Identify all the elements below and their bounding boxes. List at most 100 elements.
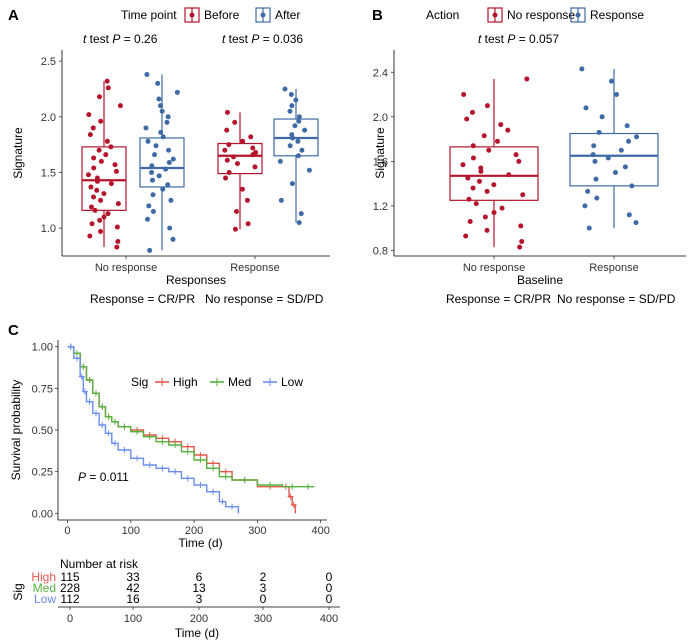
risk-row-label: Low: [34, 592, 56, 606]
data-point: [516, 158, 522, 164]
data-point: [108, 181, 114, 187]
censor-mark: [86, 398, 93, 405]
data-point: [232, 119, 238, 125]
data-point: [149, 169, 155, 175]
data-point: [147, 247, 153, 253]
data-point: [155, 80, 161, 86]
data-point: [599, 114, 605, 120]
data-point: [481, 133, 487, 139]
data-point: [612, 169, 618, 175]
y-tick-label: 1.00: [32, 342, 53, 354]
risk-count: 2: [260, 570, 267, 584]
censor-mark: [222, 473, 229, 480]
data-point: [98, 158, 104, 164]
data-point: [477, 178, 483, 184]
data-point: [115, 239, 121, 245]
y-tick-label: 2.4: [373, 67, 388, 79]
censor-mark: [105, 430, 112, 437]
data-point: [293, 97, 299, 103]
censor-mark: [241, 477, 248, 483]
data-point: [461, 92, 467, 98]
legend-key-point: [575, 12, 581, 18]
data-point: [97, 217, 103, 223]
risk-count: 112: [60, 592, 79, 606]
data-point: [593, 176, 599, 182]
data-point: [626, 138, 632, 144]
censor-mark: [287, 493, 294, 500]
data-point: [91, 165, 97, 171]
data-point: [149, 177, 155, 183]
x-tick-label: No response: [463, 262, 525, 274]
risk-row-label: High: [31, 570, 56, 584]
risk-count: 42: [126, 581, 140, 595]
censor-mark: [80, 363, 87, 370]
risk-table-title: Number at risk: [60, 557, 139, 571]
x-tick-label: 0: [64, 525, 70, 537]
data-point: [590, 152, 596, 158]
censor-mark: [86, 377, 93, 383]
panel-label-b: B: [372, 7, 383, 24]
data-point: [223, 175, 229, 181]
censor-mark: [290, 502, 297, 508]
risk-x-tick-label: 200: [190, 613, 208, 625]
data-point: [486, 147, 492, 153]
data-point: [460, 162, 466, 168]
data-point: [605, 155, 611, 161]
censor-mark: [159, 465, 166, 472]
data-point: [150, 208, 156, 214]
data-point: [250, 145, 256, 151]
data-point: [156, 173, 162, 179]
panel-a-boxplot: 1.0 1.5 2.0 2.5 Signature No response Response…: [11, 7, 330, 306]
censor-mark: [146, 462, 153, 468]
censor-mark: [184, 448, 191, 455]
risk-count: 16: [126, 592, 140, 606]
risk-count: 0: [260, 592, 267, 606]
legend-key-point: [189, 12, 195, 18]
x-tick-label: Response: [230, 262, 280, 274]
risk-x-tick-label: 0: [67, 613, 73, 625]
data-point: [465, 175, 471, 181]
risk-count: 13: [192, 581, 206, 595]
data-point: [164, 119, 170, 125]
data-point: [234, 161, 240, 167]
y-tick-label: 0.50: [32, 425, 53, 437]
data-point: [484, 103, 490, 109]
legend-title: Action: [426, 8, 459, 22]
panel-label-a: A: [8, 7, 19, 24]
panel-c-survival-curve: 0.00 0.25 0.50 0.75 1.00 0 100 200 300 400 Time (d…: [9, 340, 330, 550]
data-point: [295, 138, 301, 144]
risk-count: 33: [126, 570, 140, 584]
legend-label: High: [173, 375, 198, 389]
box-iqr: [569, 132, 659, 187]
data-point: [473, 201, 479, 207]
legend-key-point: [260, 12, 266, 18]
censor-mark: [289, 483, 296, 490]
data-point: [104, 138, 110, 144]
risk-count: 3: [196, 592, 203, 606]
legend-label: Response: [590, 8, 644, 22]
y-axis-title: Signature: [11, 127, 25, 179]
data-point: [298, 211, 304, 217]
data-point: [296, 220, 302, 226]
data-point: [248, 134, 254, 140]
y-tick-label: 0.25: [32, 467, 53, 479]
censor-mark: [92, 410, 99, 417]
data-point: [92, 207, 98, 213]
data-point: [105, 211, 111, 217]
y-axis-title: Signature: [373, 127, 387, 179]
y-tick-label: 0.8: [373, 245, 388, 257]
legend-label: Low: [281, 375, 303, 389]
footnote-response: Response = CR/PR: [90, 292, 195, 306]
data-point: [103, 152, 109, 158]
panel-b-boxplot: 0.8 1.2 1.6 2.0 2.4 Signature No response Respo…: [373, 7, 686, 306]
censor-mark: [197, 457, 204, 463]
data-point: [520, 192, 526, 198]
risk-count: 3: [260, 581, 267, 595]
data-point: [582, 203, 588, 209]
data-point: [105, 85, 111, 91]
data-point: [94, 175, 100, 181]
data-point: [143, 125, 149, 131]
y-tick-label: 0.00: [32, 508, 53, 520]
data-point: [622, 164, 628, 170]
data-point: [579, 66, 585, 72]
